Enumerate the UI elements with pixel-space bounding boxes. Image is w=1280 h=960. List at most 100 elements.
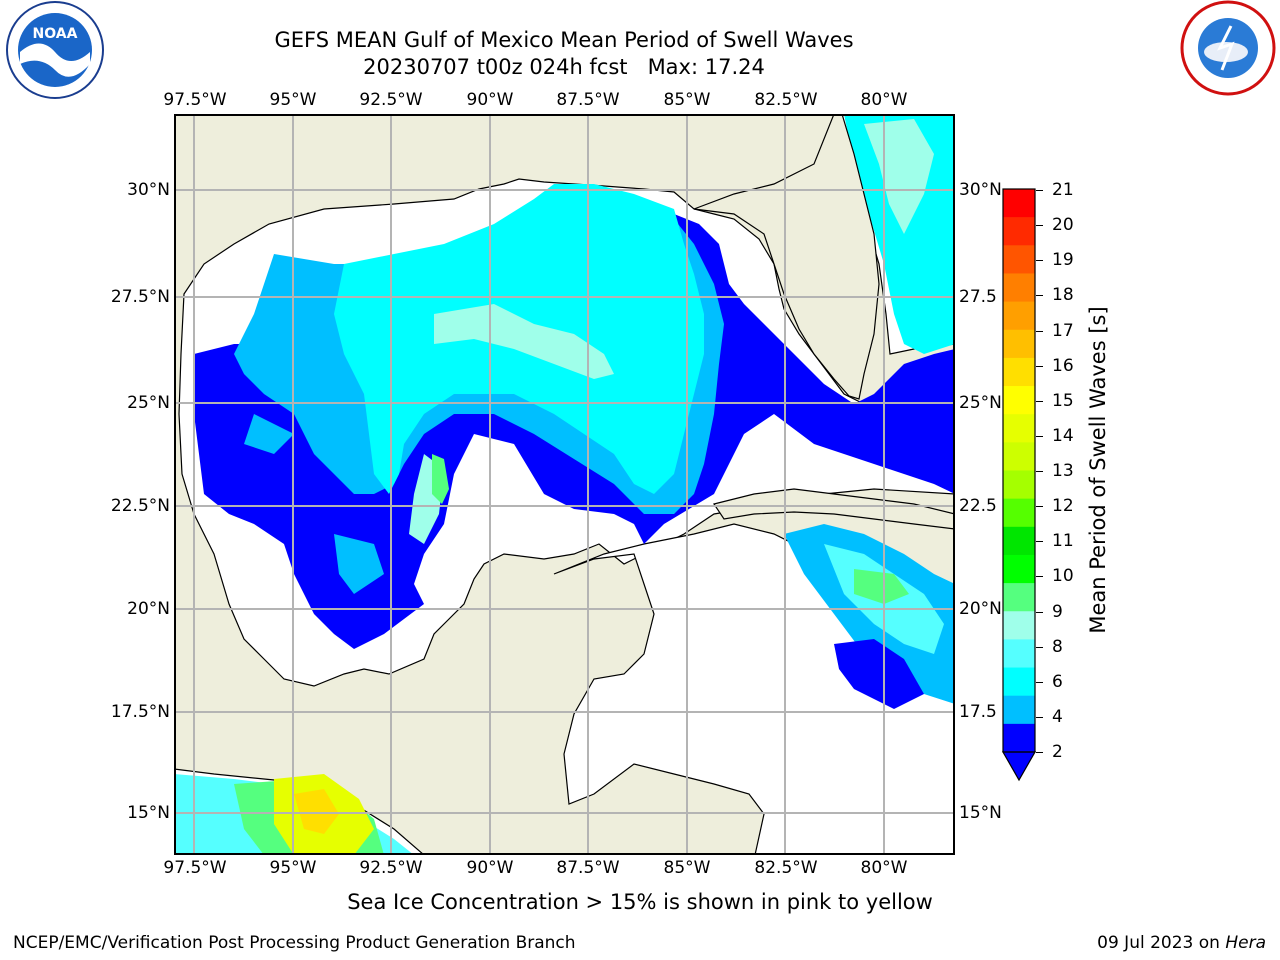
colorbar-tick-label: 20 <box>1052 215 1074 236</box>
colorbar-cell <box>1003 357 1035 387</box>
lat-label-right: 22.5 <box>959 496 997 516</box>
footer-date: 09 Jul 2023 on Hera <box>1097 933 1266 953</box>
colorbar-tick-label: 16 <box>1052 355 1074 376</box>
lon-label-bottom: 95°W <box>269 858 317 878</box>
colorbar-tick-label: 12 <box>1052 496 1074 517</box>
lon-label-top: 97.5°W <box>163 90 227 110</box>
lat-label-left: 15°N <box>127 803 170 823</box>
footer-host: Hera <box>1225 933 1266 953</box>
colorbar-cell <box>1003 723 1035 753</box>
colorbar-tick-label: 18 <box>1052 285 1074 306</box>
colorbar-tick-mark <box>1036 400 1043 402</box>
colorbar-cell <box>1003 414 1035 443</box>
colorbar-cell <box>1003 695 1035 725</box>
colorbar-tick-mark <box>1036 541 1043 543</box>
colorbar-cell <box>1003 526 1035 556</box>
lat-label-left: 30°N <box>127 180 170 200</box>
colorbar-tick-label: 2 <box>1052 742 1063 762</box>
lon-label-bottom: 85°W <box>663 858 711 878</box>
colorbar-tick-label: 11 <box>1052 531 1074 552</box>
noaa-logo: NOAA <box>0 0 110 110</box>
lon-label-top: 92.5°W <box>359 90 423 110</box>
colorbar-tick-mark <box>1036 435 1043 437</box>
caribbean-swell-2-4 <box>834 639 924 709</box>
colorbar-tick-label: 14 <box>1052 425 1074 446</box>
lat-label-right: 15°N <box>959 803 1002 823</box>
lat-label-left: 22.5°N <box>110 496 170 516</box>
colorbar-tick-label: 6 <box>1052 671 1063 692</box>
colorbar-tick-label: 13 <box>1052 461 1074 481</box>
lat-label-right: 25°N <box>959 393 1002 413</box>
colorbar-tick-mark <box>1036 646 1043 648</box>
colorbar-cell <box>1003 273 1035 303</box>
colorbar-cell <box>1003 583 1035 612</box>
colorbar-cell <box>1003 329 1035 359</box>
footer-branch: NCEP/EMC/Verification Post Processing Pr… <box>13 933 576 953</box>
colorbar-cell <box>1003 442 1035 471</box>
lon-label-top: 90°W <box>466 90 514 110</box>
map-frame <box>174 114 955 855</box>
chart-title: GEFS MEAN Gulf of Mexico Mean Period of … <box>274 28 854 52</box>
lon-label-bottom: 90°W <box>466 858 514 878</box>
colorbar-tick-mark <box>1036 576 1043 578</box>
graticule <box>174 114 955 855</box>
colorbar-cell <box>1003 301 1035 331</box>
pacific-swell-15-16 <box>294 789 339 834</box>
colorbar-cell <box>1003 498 1035 528</box>
colorbar-tick-mark <box>1036 752 1043 753</box>
colorbar-frame <box>1002 188 1036 753</box>
colorbar-cell <box>1003 611 1035 640</box>
florida-peninsula <box>693 114 955 400</box>
lon-label-bottom: 80°W <box>860 858 908 878</box>
colorbar-tick-mark <box>1036 471 1043 472</box>
colorbar-tick-label: 10 <box>1052 566 1074 587</box>
lon-label-bottom: 97.5°W <box>163 858 227 878</box>
colorbar-tick-label: 9 <box>1052 601 1063 622</box>
lat-label-left: 27.5°N <box>110 287 170 307</box>
colorbar-cell <box>1003 470 1035 500</box>
cuba-coastline <box>713 488 955 530</box>
colorbar-tick-mark <box>1036 330 1043 332</box>
lat-label-left: 20°N <box>127 599 170 619</box>
footer-date-text: 09 Jul 2023 on <box>1097 933 1226 953</box>
colorbar-cell <box>1003 189 1035 218</box>
colorbar-cell <box>1003 386 1035 415</box>
colorbar-tick-mark <box>1036 681 1043 683</box>
colorbar-tick-mark <box>1036 506 1043 508</box>
colorbar-extend-arrow <box>1002 751 1036 782</box>
lon-label-top: 82.5°W <box>754 90 818 110</box>
colorbar-tick-label: 21 <box>1052 180 1074 200</box>
colorbar-cell <box>1003 245 1035 274</box>
swell-9-10 <box>432 454 449 504</box>
colorbar-tick-label: 17 <box>1052 320 1074 341</box>
lat-label-left: 17.5°N <box>110 702 170 722</box>
nws-logo <box>1176 0 1280 100</box>
lat-label-right: 20°N <box>959 599 1002 619</box>
colorbar-tick-label: 8 <box>1052 636 1063 657</box>
lon-label-top: 85°W <box>663 90 711 110</box>
colorbar-tick-mark <box>1036 190 1043 191</box>
colorbar-cell <box>1003 639 1035 669</box>
colorbar-tick-label: 15 <box>1052 390 1074 411</box>
lat-label-right: 27.5 <box>959 287 997 307</box>
sea-ice-note: Sea Ice Concentration > 15% is shown in … <box>347 890 933 914</box>
colorbar-tick-mark <box>1036 365 1043 367</box>
caribbean-swell-9-10 <box>854 569 909 604</box>
colorbar-cell <box>1003 667 1035 697</box>
lon-label-bottom: 82.5°W <box>754 858 818 878</box>
colorbar-label: Mean Period of Swell Waves [s] <box>1086 306 1110 634</box>
lon-label-top: 80°W <box>860 90 908 110</box>
colorbar-tick-mark <box>1036 716 1043 718</box>
colorbar-tick-label: 4 <box>1052 706 1063 727</box>
atlantic-swell-8-9 <box>864 119 934 234</box>
lon-label-bottom: 92.5°W <box>359 858 423 878</box>
lat-label-left: 25°N <box>127 393 170 413</box>
colorbar-tick-label: 19 <box>1052 250 1074 271</box>
colorbar-tick-mark <box>1036 260 1043 262</box>
svg-text:NOAA: NOAA <box>33 26 78 42</box>
colorbar-tick-mark <box>1036 295 1043 297</box>
lon-label-top: 95°W <box>269 90 317 110</box>
map-panel <box>174 114 955 855</box>
lon-label-top: 87.5°W <box>556 90 620 110</box>
colorbar-tick-mark <box>1036 225 1043 227</box>
